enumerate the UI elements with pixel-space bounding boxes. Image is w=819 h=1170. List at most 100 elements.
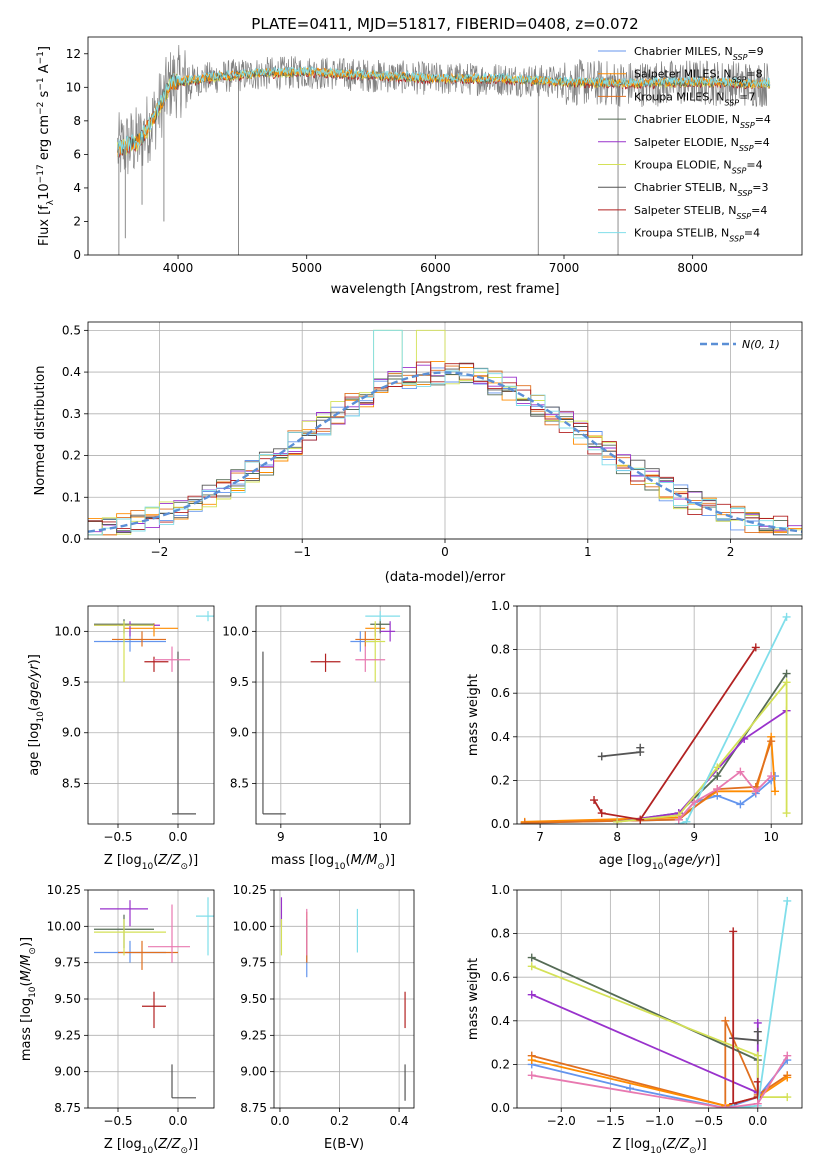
weight-line (531, 965, 788, 1098)
y-tick-label: 9.00 (54, 1065, 81, 1079)
data-point (196, 611, 214, 622)
x-tick-label: 0.2 (330, 1114, 349, 1128)
label-part: )] (188, 853, 198, 868)
label-part: 10 (650, 1146, 662, 1156)
label-part: 10 (142, 1146, 154, 1156)
x-tick-label: 0 (441, 545, 449, 559)
legend-label: N(0, 1) (742, 338, 780, 351)
axes-frame (87, 889, 215, 1109)
legend-text: Chabrier MILES, N (634, 45, 733, 58)
plot-area (94, 897, 214, 1099)
axes-frame (273, 889, 415, 1109)
legend-text: Chabrier ELODIE, N (634, 113, 740, 126)
x-tick-label: 0.4 (390, 1114, 409, 1128)
x-axis-label: E(B-V) (324, 1137, 364, 1152)
label-part: 10 (37, 183, 52, 200)
weight-series (597, 743, 645, 761)
weight-line (531, 1059, 789, 1108)
x-tick-label: 10 (373, 830, 388, 844)
weight-marker (613, 817, 622, 824)
y-tick-label: 9.50 (240, 992, 267, 1006)
weight-series (674, 612, 791, 824)
weight-series (613, 706, 791, 824)
label-part: ( (19, 981, 34, 986)
x-axis-label: mass [log10(M/M⊙)] (271, 853, 395, 872)
legend-sub: SSP (738, 189, 753, 198)
legend-text: Salpeter MILES, N (634, 68, 732, 81)
y-tick-label: 9.75 (240, 956, 267, 970)
weight-marker (771, 787, 780, 796)
data-point (172, 651, 196, 815)
weight-marker (751, 643, 760, 652)
y-tick-label: 0.6 (491, 970, 510, 984)
plot-area (94, 611, 214, 815)
label-part: age [log (27, 723, 42, 776)
label-part: M/M (19, 955, 34, 982)
label-part: ( (663, 853, 668, 868)
x-tick-label: 7 (536, 830, 544, 844)
weight-marker (527, 1071, 536, 1080)
weight-marker (782, 809, 791, 818)
x-tick-label: −2.0 (547, 1114, 576, 1128)
data-point (355, 631, 381, 647)
weight-marker (674, 815, 683, 824)
x-axis-label: Z [log10(Z/Z⊙)] (612, 1137, 706, 1156)
y-tick-label: 9.50 (54, 992, 81, 1006)
label-part: Flux [f (37, 205, 52, 246)
x-tick-label: −0.5 (103, 830, 132, 844)
weight-line (733, 900, 789, 1108)
spectrum-line (117, 65, 771, 157)
weight-line (531, 956, 759, 1098)
x-tick-label: 8 (613, 830, 621, 844)
axis-ticks: 4000 5000 6000 7000 8000 0 2 4 6 8 10 12 (66, 47, 708, 275)
x-axis-label: Z [log10(Z/Z⊙)] (104, 1137, 198, 1156)
legend-label: Chabrier MILES, NSSP=9 (634, 45, 764, 62)
weight-marker (783, 1051, 792, 1060)
weight-series (520, 737, 776, 824)
y-tick-label: 0.1 (62, 490, 81, 504)
legend-tail: =8 (746, 68, 762, 81)
label-part: M/M (351, 853, 378, 868)
y-tick-label: 9.0 (62, 726, 81, 740)
weight-marker (527, 990, 536, 999)
label-part: 10 (334, 862, 346, 872)
weight-marker (682, 817, 691, 824)
label-part: ⊙ (180, 1146, 188, 1156)
y-tick-label: 0.4 (62, 365, 81, 379)
legend-text: Kroupa MILES, N (634, 90, 724, 103)
plot-area (117, 44, 771, 255)
label-part: ⊙ (28, 947, 38, 955)
legend-sub: SSP (729, 234, 744, 243)
weight-line (524, 736, 776, 823)
legend-tail: =4 (751, 204, 767, 217)
axes-frame (255, 605, 411, 825)
data-point (365, 611, 401, 622)
label-part: Z/Z (157, 853, 181, 868)
y-tick-label: 10.0 (54, 624, 81, 638)
label-part: Z [log (104, 1137, 142, 1152)
y-tick-label: 0.5 (62, 323, 81, 337)
weight-line (678, 770, 772, 821)
legend-tail: =3 (752, 181, 768, 194)
panel-age_vs_Z: −0.5 0.08.59.09.510.0Z [log10(Z/Z⊙)]age [… (27, 605, 215, 872)
data-point (94, 621, 154, 683)
legend-tail: =4 (744, 227, 760, 240)
y-tick-label: 10.0 (222, 624, 249, 638)
legend-tail: =4 (746, 159, 762, 172)
y-tick-label: 0.0 (491, 817, 510, 831)
y-tick-label: 9.25 (54, 1028, 81, 1042)
y-tick-label: 0.4 (491, 730, 510, 744)
legend-label: Chabrier ELODIE, NSSP=4 (634, 113, 771, 130)
label-part: A (37, 64, 52, 77)
y-tick-label: 0.8 (491, 927, 510, 941)
weight-marker (753, 1018, 762, 1027)
y-tick-label: 1.0 (491, 883, 510, 897)
x-tick-label: 6000 (420, 261, 451, 275)
legend-sub: SSP (732, 75, 747, 84)
weight-marker (783, 896, 792, 905)
histogram-series (88, 329, 802, 536)
weight-marker (767, 772, 776, 781)
data-point (94, 919, 166, 956)
axis-ticks: −2.0 −1.5 −1.0 −0.5 0.0 0.0 0.2 0.4 0.6 0.8 1.0 (491, 883, 767, 1128)
axis-ticks: 9 10 8.5 9.0 9.5 10.0 (222, 624, 388, 844)
